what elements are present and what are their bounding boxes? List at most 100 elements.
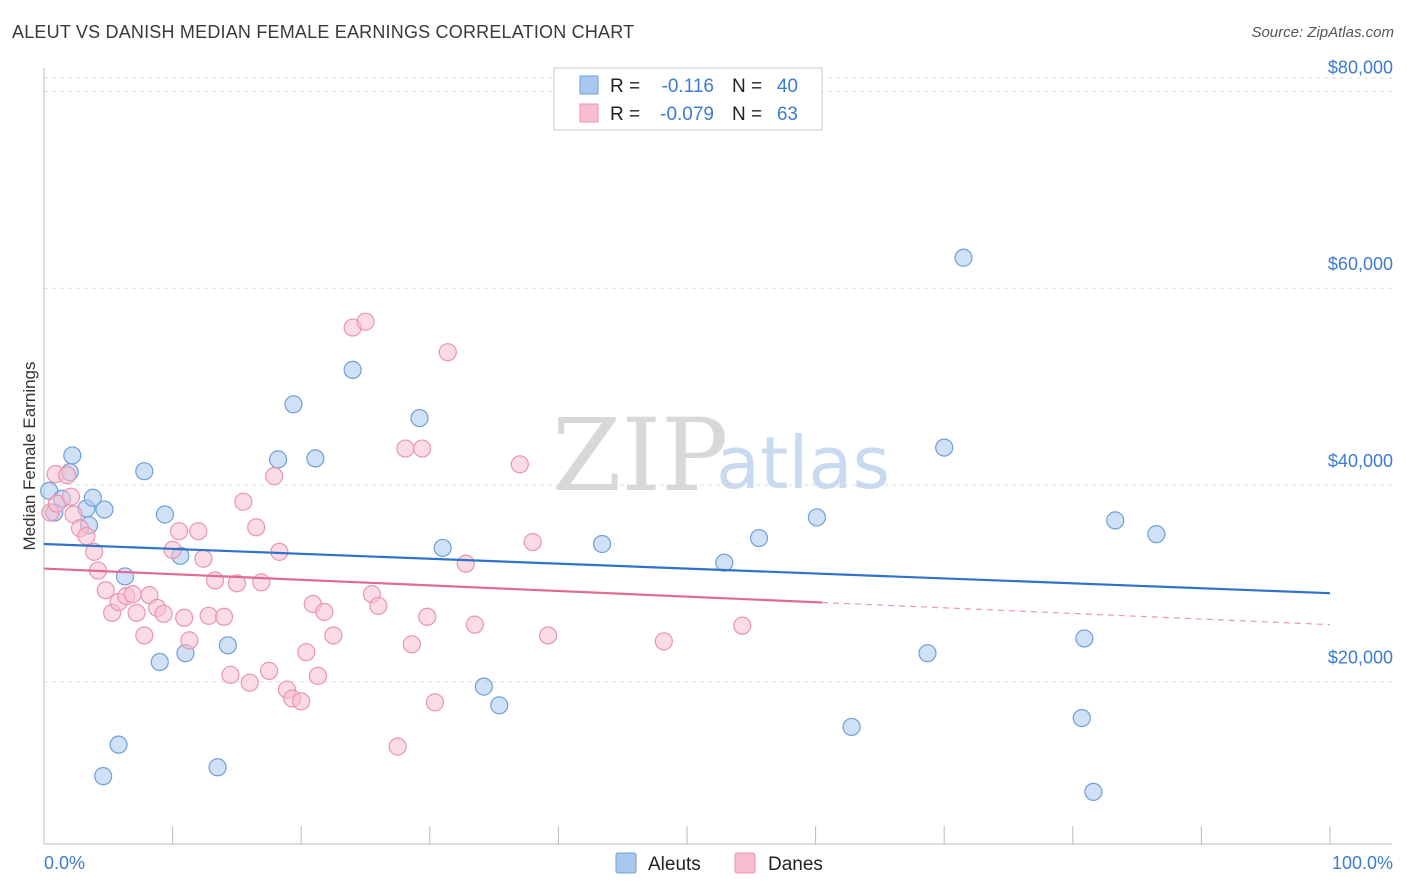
aleuts-point <box>433 538 452 558</box>
y-tick-label: $60,000 <box>1328 254 1393 274</box>
danes-point <box>388 737 407 756</box>
danes-point <box>438 343 457 362</box>
danes-point <box>456 554 475 573</box>
aleuts-point <box>1075 629 1094 648</box>
y-axis-label: Median Female Earnings <box>20 362 39 551</box>
x-tick-label-max: 100.0% <box>1332 853 1393 873</box>
legend-r-value-aleuts: -0.116 <box>662 76 714 97</box>
series-legend: Aleuts Danes <box>615 852 823 875</box>
danes-point <box>654 632 673 651</box>
danes-point <box>733 616 752 635</box>
aleuts-point <box>715 553 734 572</box>
danes-point <box>127 603 146 622</box>
chart-title: ALEUT VS DANISH MEDIAN FEMALE EARNINGS C… <box>12 22 635 42</box>
aleuts-point <box>268 450 288 469</box>
aleuts-point <box>474 677 493 696</box>
aleuts-point <box>1147 525 1166 544</box>
legend-r-label-aleuts: R = <box>610 76 640 97</box>
watermark: ZIP atlas <box>552 397 890 514</box>
danes-point <box>77 527 96 546</box>
danes-point <box>180 631 199 650</box>
danes-point <box>265 467 284 486</box>
aleuts-point <box>593 534 612 554</box>
danes-point <box>221 665 240 684</box>
danes-point <box>135 626 154 645</box>
legend-r-value-danes: -0.079 <box>660 104 714 125</box>
aleuts-point <box>208 758 227 777</box>
bottom-legend-label-danes: Danes <box>768 854 823 875</box>
aleuts-point <box>1084 782 1103 801</box>
watermark-zip: ZIP <box>552 397 728 514</box>
aleuts-trend-line <box>43 542 1331 595</box>
danes-point <box>227 574 246 593</box>
gridlines <box>44 77 1392 683</box>
aleuts-point <box>135 462 154 481</box>
danes-point <box>402 635 421 654</box>
danes-point <box>96 581 115 600</box>
danes-point <box>425 693 445 712</box>
danes-point <box>58 466 77 485</box>
aleuts-point <box>306 449 325 468</box>
danes-point <box>324 626 343 645</box>
aleuts-point <box>218 636 237 655</box>
trend-lines <box>43 542 1331 626</box>
aleuts-point <box>94 767 113 786</box>
danes-point <box>85 542 104 561</box>
correlation-legend: R = -0.116 N = 40 R = -0.079 N = 63 <box>553 67 823 131</box>
y-tick-label: $40,000 <box>1328 451 1393 471</box>
danes-trend-line-extension <box>822 601 1331 626</box>
danes-point <box>205 571 225 590</box>
y-tick-label: $20,000 <box>1328 648 1393 668</box>
aleuts-point <box>918 644 937 663</box>
aleuts-point <box>343 360 362 379</box>
danes-point <box>199 606 218 625</box>
danes-trend-line <box>43 567 823 604</box>
danes-point <box>292 692 311 711</box>
legend-n-label-aleuts: N = <box>732 76 762 97</box>
watermark-atlas: atlas <box>716 421 890 505</box>
legend-n-value-danes: 63 <box>777 104 798 125</box>
legend-n-label-danes: N = <box>732 104 762 125</box>
aleuts-point <box>109 735 128 754</box>
aleuts-point <box>807 508 826 527</box>
aleuts-point <box>284 395 303 414</box>
bottom-legend-label-aleuts: Aleuts <box>648 854 701 875</box>
aleuts-point <box>1106 511 1125 530</box>
danes-point <box>169 522 189 541</box>
danes-point <box>234 492 253 511</box>
danes-point <box>175 608 194 627</box>
aleuts-point <box>150 652 169 672</box>
data-points <box>40 248 1166 801</box>
aleuts-point <box>935 438 954 457</box>
legend-n-value-aleuts: 40 <box>777 76 798 97</box>
danes-point <box>539 626 558 645</box>
aleuts-point <box>95 500 114 519</box>
danes-point <box>523 532 542 552</box>
danes-point <box>412 439 432 458</box>
aleuts-point <box>155 505 174 524</box>
aleuts-point <box>1072 708 1091 728</box>
danes-point <box>369 596 388 616</box>
aleuts-point <box>954 248 973 267</box>
tick-labels: $20,000 $40,000 $60,000 $80,000 0.0% 100.0% <box>44 58 1393 873</box>
danes-point <box>194 549 213 568</box>
danes-point <box>510 455 529 474</box>
source-note: Source: ZipAtlas.com <box>1251 24 1394 41</box>
danes-point <box>356 312 375 331</box>
danes-point <box>418 607 437 626</box>
legend-swatch-aleuts <box>579 75 599 95</box>
aleuts-point <box>115 567 135 586</box>
axes <box>43 68 1392 845</box>
bottom-legend-swatch-danes <box>734 852 756 874</box>
aleuts-point <box>749 528 769 548</box>
danes-point <box>396 439 415 458</box>
danes-point <box>297 643 316 662</box>
danes-point <box>61 487 81 506</box>
aleuts-point <box>83 488 102 507</box>
danes-point <box>308 666 328 685</box>
y-tick-label: $80,000 <box>1328 58 1393 78</box>
legend-box <box>553 67 823 131</box>
aleuts-point <box>410 408 429 428</box>
legend-r-label-danes: R = <box>610 104 640 125</box>
